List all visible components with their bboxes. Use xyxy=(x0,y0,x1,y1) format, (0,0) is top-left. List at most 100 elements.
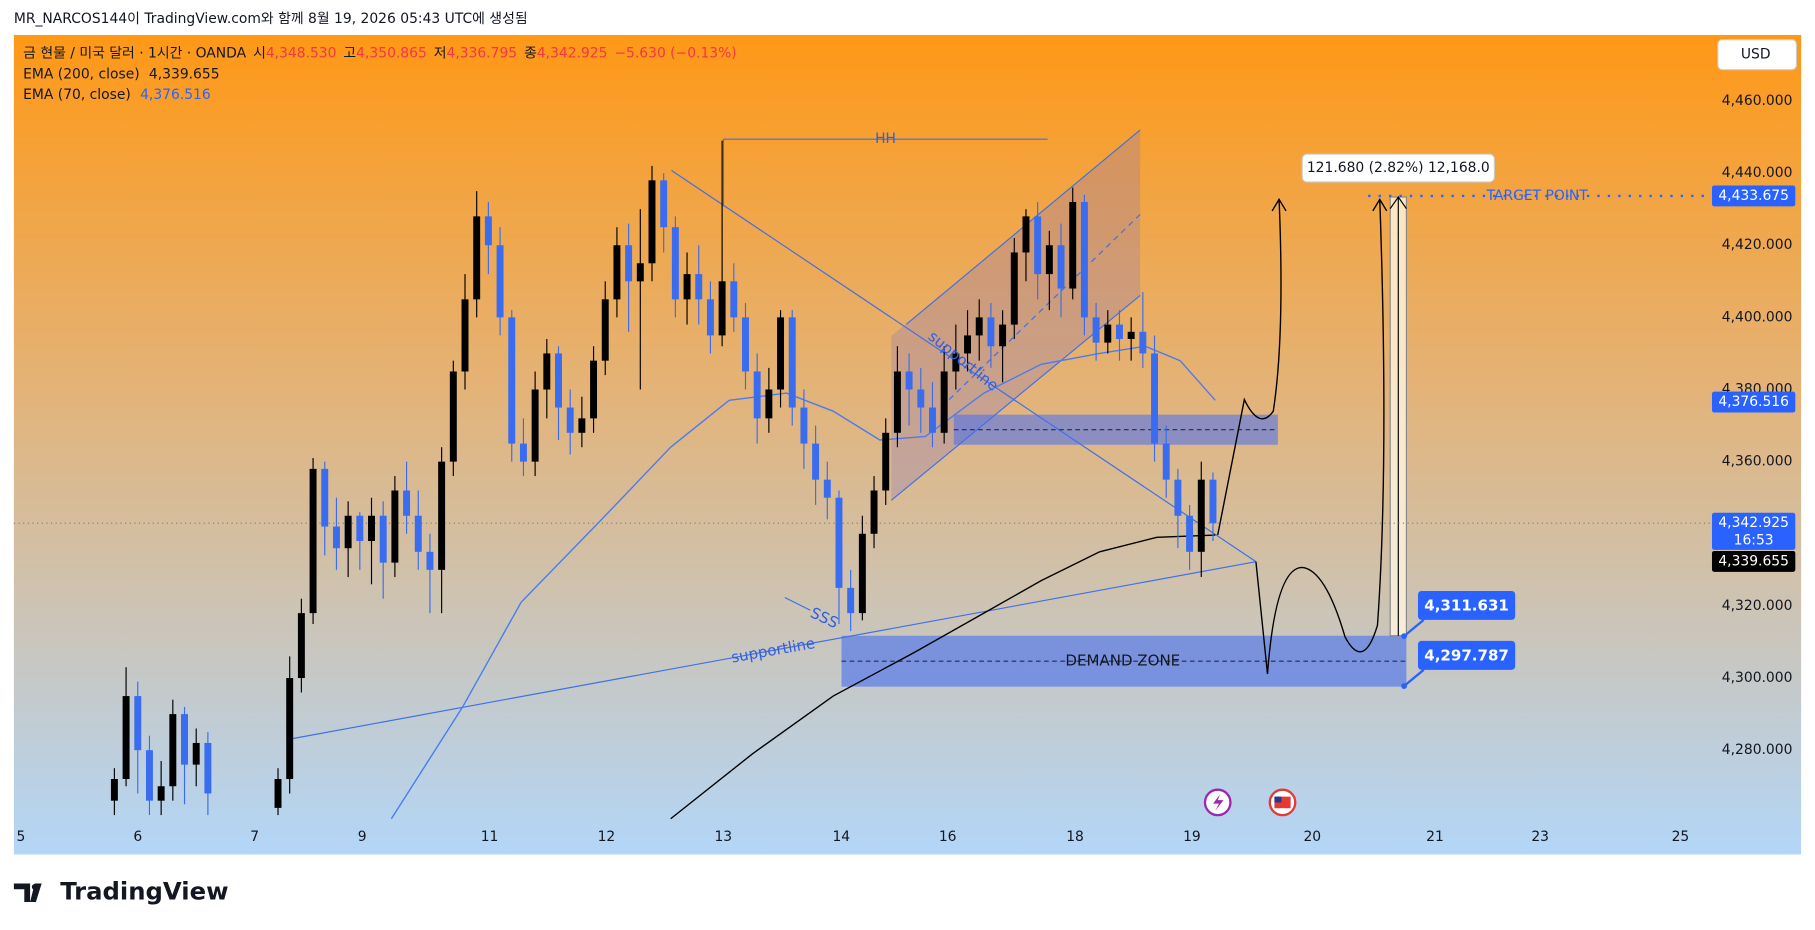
x-tick-label: 16 xyxy=(939,829,957,845)
demand-label: DEMAND ZONE xyxy=(1065,652,1180,670)
candle-body xyxy=(438,461,446,570)
x-tick-label: 12 xyxy=(598,829,616,845)
candle-body xyxy=(286,678,294,780)
x-tick-label: 9 xyxy=(358,829,367,845)
candle-body xyxy=(461,299,469,372)
y-tick-label: 4,400.000 xyxy=(1722,309,1793,325)
price-label-box xyxy=(1417,640,1516,670)
candle-body xyxy=(145,750,153,801)
candle-body xyxy=(940,371,948,433)
candle-body xyxy=(356,515,364,541)
candle-body xyxy=(1197,479,1205,552)
price-pointer xyxy=(1403,618,1425,637)
candle-body xyxy=(519,443,527,462)
flag-glyph xyxy=(1274,796,1291,809)
x-tick-label: 18 xyxy=(1066,829,1084,845)
candle-body xyxy=(835,497,843,588)
candle-body xyxy=(1162,443,1170,480)
candle-body xyxy=(952,353,960,372)
candle-body xyxy=(625,245,633,282)
candle-body xyxy=(1045,245,1053,275)
candle-body xyxy=(169,714,177,787)
support-line xyxy=(291,561,1257,740)
candle-body xyxy=(1022,216,1030,253)
price-label-box xyxy=(1711,185,1796,207)
ema-value: 4,339.655 xyxy=(149,66,220,82)
candle-body xyxy=(823,479,831,498)
price-label-box xyxy=(1711,551,1796,572)
candle-body xyxy=(134,696,142,751)
candle-body xyxy=(344,515,352,549)
candle-body xyxy=(929,407,936,433)
x-tick-label: 21 xyxy=(1426,829,1444,845)
ema-legend: EMA (200, close) 4,339.655 xyxy=(23,66,219,82)
currency: USD xyxy=(1741,47,1771,63)
candle-body xyxy=(309,468,317,614)
y-tick-label: 4,360.000 xyxy=(1722,454,1793,470)
candle-body xyxy=(964,335,972,354)
candle-body xyxy=(858,533,866,614)
legend: 금 현물 / 미국 달러 · 1시간 · OANDA 시4,348.530 고4,3… xyxy=(23,45,737,103)
legend-title: 금 현물 / 미국 달러 · 1시간 · OANDA 시4,348.530 고4,3… xyxy=(23,45,737,61)
candle-body xyxy=(449,371,457,462)
ohlc-key: 저 xyxy=(434,45,447,61)
candle-body xyxy=(543,353,551,390)
candle-body xyxy=(274,779,282,808)
ema-name: EMA (200, close) xyxy=(23,66,140,82)
event-icon-glyph xyxy=(1213,794,1224,811)
y-tick-label: 4,300.000 xyxy=(1722,670,1793,686)
price-label: 4,311.631 xyxy=(1424,596,1509,614)
projection-2 xyxy=(1255,197,1388,675)
y-tick-label: 4,460.000 xyxy=(1722,93,1793,109)
candle-body xyxy=(648,180,656,264)
candle-body xyxy=(297,613,305,679)
candle-body xyxy=(204,742,212,794)
measure-box xyxy=(1301,153,1495,183)
price-label-box xyxy=(1711,512,1796,550)
x-tick-label: 6 xyxy=(133,829,142,845)
ema-line xyxy=(670,534,1216,820)
x-tick-label: 5 xyxy=(16,829,25,845)
target-label: TARGET POINT xyxy=(1486,188,1589,204)
price-label: 4,297.787 xyxy=(1424,646,1509,664)
candle-body xyxy=(882,432,890,491)
x-tick-label: 7 xyxy=(250,829,259,845)
y-tick-label: 4,280.000 xyxy=(1722,742,1793,758)
change: −5.630 (−0.13%) xyxy=(614,45,736,61)
candle-body xyxy=(753,371,761,419)
candle-body xyxy=(742,317,749,372)
candle-body xyxy=(368,515,375,541)
countdown: 16:53 xyxy=(1734,533,1774,549)
trend-line xyxy=(671,169,1257,563)
currency-button[interactable] xyxy=(1717,39,1798,71)
candle-body xyxy=(157,786,165,801)
price-label-box xyxy=(1711,391,1796,413)
x-tick-label: 20 xyxy=(1303,829,1321,845)
candle-body xyxy=(484,216,492,246)
flag-glyph xyxy=(1274,796,1282,803)
candle-body xyxy=(531,389,539,462)
candle-body xyxy=(1010,252,1018,325)
candle-body xyxy=(870,490,878,534)
candle-body xyxy=(391,490,399,563)
candle-body xyxy=(987,317,995,347)
ema-name: EMA (70, close) xyxy=(23,87,131,103)
candle-body xyxy=(1127,331,1135,340)
y-tick-label: 4,420.000 xyxy=(1722,237,1793,253)
candle-body xyxy=(414,515,422,552)
candle-body xyxy=(1174,479,1182,516)
candle-body xyxy=(496,245,504,318)
price-label: 4,339.655 xyxy=(1718,553,1789,569)
x-tick-label: 13 xyxy=(714,829,732,845)
price-label: 4,376.516 xyxy=(1718,394,1789,410)
ohlc-value: 4,348.530 xyxy=(266,45,337,61)
ema-value: 4,376.516 xyxy=(140,87,211,103)
measure-arrow xyxy=(1389,196,1407,636)
candle-body xyxy=(1139,331,1147,354)
candle-body xyxy=(181,714,188,765)
candle-body xyxy=(800,407,808,444)
candle-body xyxy=(1069,201,1077,289)
x-tick-label: 25 xyxy=(1672,829,1690,845)
